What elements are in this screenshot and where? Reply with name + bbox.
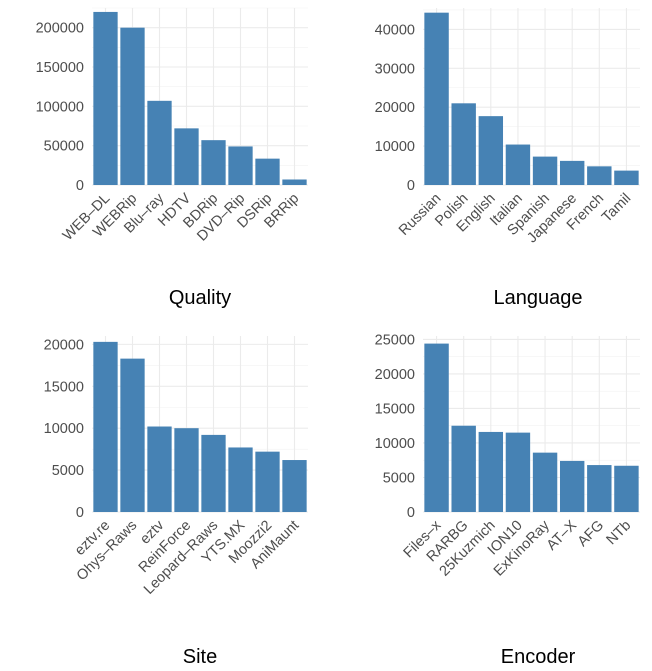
site-bar-6 — [228, 447, 253, 512]
encoder-x-tick-label: AT–X — [544, 517, 580, 553]
encoder-y-tick-label: 20000 — [375, 367, 415, 383]
encoder-bar-6 — [559, 460, 585, 512]
language-bar-5 — [532, 156, 558, 185]
site-bar-1 — [93, 341, 118, 512]
encoder-y-tick-label: 15000 — [375, 401, 415, 417]
encoder-x-tick-label: AFG — [575, 518, 607, 550]
language-bar-4 — [505, 144, 531, 185]
site-bar-7 — [255, 451, 280, 512]
encoder-bar-3 — [478, 431, 504, 512]
site-bar-8 — [282, 460, 307, 512]
quality-y-tick-label: 50000 — [44, 139, 84, 155]
language-bar-3 — [478, 116, 504, 185]
encoder-bar-4 — [505, 432, 531, 512]
language-bar-8 — [614, 170, 639, 185]
language-bar-1 — [424, 12, 449, 185]
quality-y-tick-label: 200000 — [36, 21, 84, 37]
quality-bar-3 — [147, 100, 172, 185]
site-y-tick-label: 10000 — [44, 421, 84, 437]
language-y-tick-label: 20000 — [375, 100, 415, 116]
quality-bar-5 — [201, 140, 226, 185]
encoder-bar-1 — [424, 343, 449, 512]
language-bar-6 — [559, 160, 585, 185]
chart-panel-encoder: 0500010000150002000025000Files–xRARBG25K… — [375, 332, 640, 668]
quality-y-tick-label: 100000 — [36, 99, 84, 115]
chart-panel-language: 010000200003000040000RussianPolishEnglis… — [375, 8, 640, 309]
quality-bar-6 — [228, 146, 253, 185]
encoder-y-tick-label: 0 — [407, 505, 415, 521]
site-y-tick-label: 20000 — [44, 337, 84, 353]
language-y-tick-label: 40000 — [375, 22, 415, 38]
encoder-bar-2 — [451, 425, 476, 512]
quality-bar-8 — [282, 179, 307, 185]
site-bar-4 — [174, 428, 199, 512]
encoder-y-tick-label: 25000 — [375, 332, 415, 348]
encoder-axis-title: Encoder — [501, 646, 576, 668]
quality-y-tick-label: 150000 — [36, 60, 84, 76]
encoder-bar-5 — [532, 452, 558, 512]
language-y-tick-label: 30000 — [375, 61, 415, 77]
site-bar-2 — [120, 358, 145, 512]
site-axis-title: Site — [183, 646, 217, 668]
language-x-tick-label: Tamil — [599, 191, 634, 226]
quality-bar-4 — [174, 128, 199, 185]
site-y-tick-label: 0 — [76, 505, 84, 521]
chart-panel-quality: 050000100000150000200000WEB–DLWEBRipBlu–… — [36, 7, 308, 309]
quality-y-tick-label: 0 — [76, 178, 84, 194]
language-y-tick-label: 0 — [407, 178, 415, 194]
encoder-y-tick-label: 5000 — [383, 470, 415, 486]
encoder-x-tick-label: NTb — [604, 518, 635, 549]
encoder-bar-8 — [614, 465, 639, 512]
encoder-y-tick-label: 10000 — [375, 436, 415, 452]
quality-bar-1 — [93, 11, 118, 185]
quality-bar-7 — [255, 158, 280, 185]
chart-panel-site: 05000100001500020000eztv.reOhys–Rawseztv… — [44, 336, 308, 668]
language-axis-title: Language — [494, 287, 583, 309]
site-bar-3 — [147, 426, 172, 512]
site-y-tick-label: 5000 — [52, 463, 84, 479]
language-y-tick-label: 10000 — [375, 139, 415, 155]
language-bar-7 — [587, 166, 612, 185]
site-y-tick-label: 15000 — [44, 379, 84, 395]
language-bar-2 — [451, 103, 476, 185]
site-bar-5 — [201, 434, 226, 512]
encoder-bar-7 — [587, 465, 612, 512]
quality-axis-title: Quality — [169, 287, 231, 309]
quality-bar-2 — [120, 27, 145, 185]
